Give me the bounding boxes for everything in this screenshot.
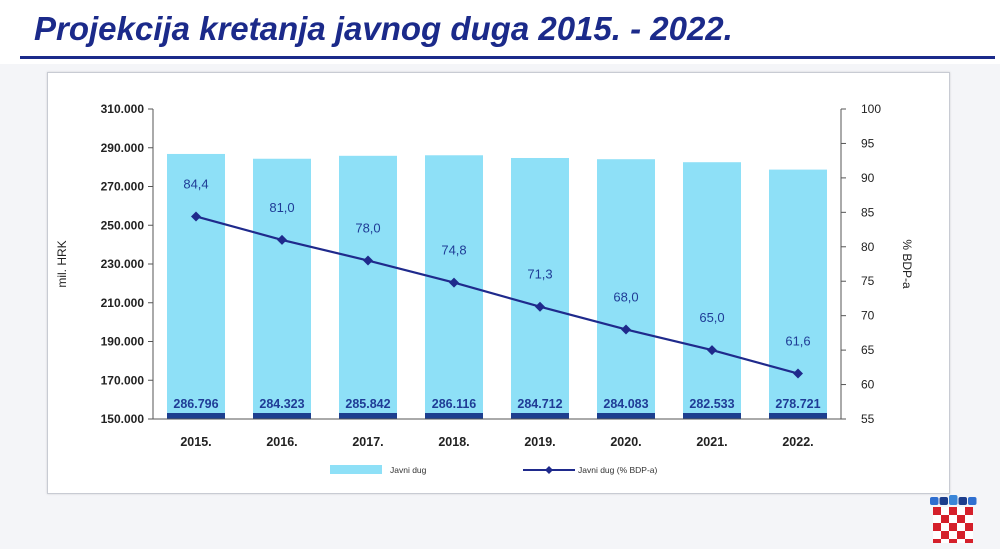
line-value-label: 61,6: [785, 334, 810, 349]
y2-tick-label: 65: [861, 343, 875, 357]
x-tick-label: 2020.: [610, 435, 641, 449]
y-axis-label: mil. HRK: [55, 240, 69, 287]
y2-tick-label: 75: [861, 274, 875, 288]
y-tick-label: 310.000: [101, 102, 145, 116]
bar: [339, 155, 397, 419]
line-point: [449, 277, 459, 288]
y2-tick-label: 85: [861, 205, 875, 219]
bar-value-label: 282.533: [689, 397, 734, 411]
y2-tick-label: 80: [861, 240, 875, 254]
y2-axis-label: % BDP-a: [900, 239, 914, 289]
title-bar: Projekcija kretanja javnog duga 2015. - …: [0, 0, 1000, 64]
bar-series: 286.796 284.323 285.842 286.116 284.712 284.0…: [167, 153, 827, 420]
x-tick-label: 2021.: [696, 435, 727, 449]
line-point: [535, 301, 545, 312]
title-underline: [20, 56, 995, 59]
y-tick-label: 250.000: [101, 218, 145, 232]
coat-of-arms-logo: [930, 495, 977, 543]
bar-value-label: 284.712: [517, 397, 562, 411]
line-value-label: 74,8: [441, 243, 466, 258]
bar-value-label: 278.721: [775, 397, 820, 411]
chart: 150.000 170.000 190.000 210.000 230.000 250.0…: [55, 102, 914, 475]
y2-tick-label: 100: [861, 102, 881, 116]
x-axis: 2015. 2016. 2017. 2018. 2019. 2020. 2021. 2022.: [153, 418, 841, 449]
line-value-label: 71,3: [527, 267, 552, 282]
y2-tick-label: 70: [861, 309, 875, 323]
bar: [769, 169, 827, 419]
line-point: [277, 234, 287, 245]
y2-tick-label: 95: [861, 136, 875, 150]
bar-value-label: 286.796: [173, 397, 218, 411]
line-value-label: 84,4: [183, 176, 208, 191]
x-tick-label: 2015.: [180, 435, 211, 449]
x-tick-label: 2019.: [524, 435, 555, 449]
bar: [597, 159, 655, 420]
y2-tick-label: 60: [861, 378, 875, 392]
legend-bar-label: Javni dug: [390, 465, 427, 475]
y2-tick-label: 55: [861, 412, 875, 426]
legend: Javni dug Javni dug (% BDP-a): [330, 465, 658, 475]
bar: [167, 153, 225, 419]
bar-base: [339, 413, 397, 419]
line-value-label: 81,0: [269, 200, 294, 215]
bar: [683, 162, 741, 419]
line-point: [621, 324, 631, 335]
line-point: [707, 345, 717, 356]
bar-base: [425, 413, 483, 419]
y-tick-label: 230.000: [101, 257, 145, 271]
line-value-label: 68,0: [613, 289, 638, 304]
line-point: [793, 368, 803, 379]
slide-title: Projekcija kretanja javnog duga 2015. - …: [34, 10, 733, 47]
line-series: 84,4 81,0 78,0 74,8 71,3 68,0 65,0 61,6: [183, 176, 811, 379]
y-tick-label: 150.000: [101, 412, 145, 426]
chart-frame: 150.000 170.000 190.000 210.000 230.000 250.0…: [47, 72, 950, 494]
y-tick-label: 290.000: [101, 141, 145, 155]
legend-line-label: Javni dug (% BDP-a): [578, 465, 658, 475]
bar-base: [769, 413, 827, 419]
bar-base: [253, 413, 311, 419]
bar: [511, 157, 569, 420]
bar-base: [167, 413, 225, 419]
x-tick-label: 2017.: [352, 435, 383, 449]
bar-base: [511, 413, 569, 419]
y2-tick-label: 90: [861, 171, 875, 185]
y-tick-label: 270.000: [101, 180, 145, 194]
bar-value-label: 285.842: [345, 397, 390, 411]
bar-value-label: 284.083: [603, 397, 648, 411]
line-value-label: 65,0: [699, 310, 724, 325]
bar-value-label: 284.323: [259, 397, 304, 411]
line-value-label: 78,0: [355, 221, 380, 236]
y-tick-label: 170.000: [101, 373, 145, 387]
bar-base: [597, 413, 655, 419]
x-tick-label: 2016.: [266, 435, 297, 449]
y-axis: 150.000 170.000 190.000 210.000 230.000 250.0…: [101, 102, 154, 426]
bar-base: [683, 413, 741, 419]
legend-line-marker: [545, 466, 553, 474]
x-tick-label: 2018.: [438, 435, 469, 449]
line-path: [195, 215, 799, 375]
line-point: [191, 211, 201, 222]
bar-value-label: 286.116: [432, 397, 477, 411]
x-tick-label: 2022.: [782, 435, 813, 449]
legend-bar-swatch: [330, 465, 382, 474]
bar: [253, 158, 311, 419]
y-tick-label: 210.000: [101, 296, 145, 310]
y-tick-label: 190.000: [101, 335, 145, 349]
y2-axis: 55 60 65 70 75 80 85 90 95 100: [840, 102, 881, 426]
